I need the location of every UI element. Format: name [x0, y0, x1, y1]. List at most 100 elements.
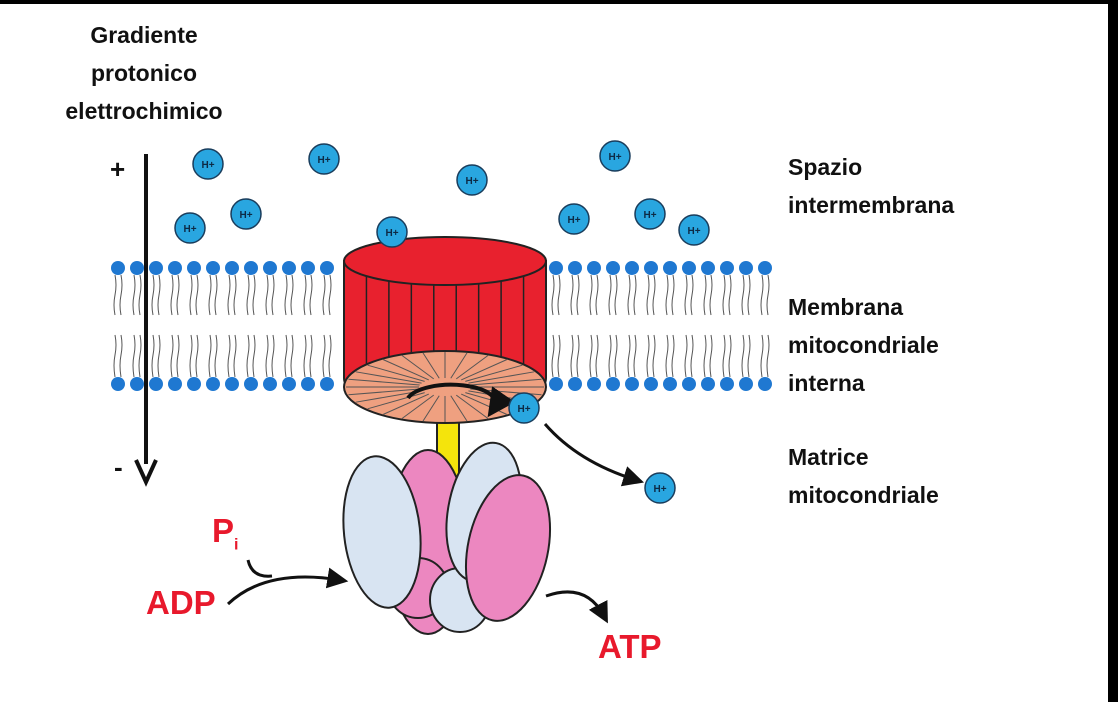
lipid-tail: [246, 274, 250, 316]
lipid-tail: [252, 274, 256, 316]
atp-output-arrow: [545, 590, 608, 624]
lipid-tail: [290, 334, 294, 378]
lipid-head: [682, 261, 696, 275]
lipid-tail: [189, 274, 193, 316]
lipid-tail: [557, 274, 561, 316]
lipid-head: [320, 261, 334, 275]
gradient-label-line3: elettrochimico: [65, 98, 223, 124]
lipid-tail: [766, 334, 770, 378]
lipid-tail: [633, 334, 637, 378]
rotor-base-spoke: [450, 395, 468, 422]
lipid-tail: [119, 274, 123, 316]
lipid-tail: [328, 274, 332, 316]
rotation-arrow: [406, 382, 516, 418]
lipid-tail: [747, 334, 751, 378]
lipid-head: [168, 377, 182, 391]
rotor-base-spoke: [348, 378, 420, 386]
lipid-tail: [646, 334, 650, 378]
lipid-tail: [608, 274, 612, 316]
adp-label: ADP: [146, 584, 216, 621]
rotor-base-spoke: [455, 355, 489, 380]
lipid-tail: [195, 274, 199, 316]
rotor-base-spoke: [355, 371, 422, 384]
lipid-tail: [627, 274, 631, 316]
lipid-tail: [176, 334, 180, 378]
lipid-head: [111, 377, 125, 391]
matrix-line2: mitocondriale: [788, 482, 939, 508]
lipid-tail: [132, 334, 136, 378]
lipid-tail: [265, 274, 269, 316]
lipid-tail: [138, 274, 142, 316]
lipid-tail: [271, 334, 275, 378]
lipid-head: [663, 377, 677, 391]
proton-label: H+: [385, 228, 398, 239]
lipid-tail: [132, 274, 136, 316]
lipid-tail: [151, 334, 155, 378]
lipid-head: [225, 261, 239, 275]
rotor-base-spoke: [401, 355, 435, 380]
lipid-tail: [608, 334, 612, 378]
lipid-head: [301, 261, 315, 275]
adp-input-arrow: [226, 567, 349, 606]
lipid-head: [549, 261, 563, 275]
lipid-tail: [157, 334, 161, 378]
rotor-base-spoke: [468, 371, 535, 384]
fo-rotor: [343, 236, 547, 424]
lipid-head: [149, 261, 163, 275]
lipid-head: [701, 261, 715, 275]
lipid-tail: [766, 274, 770, 316]
lipid-head: [587, 377, 601, 391]
lipid-head: [644, 377, 658, 391]
phosphate-symbol: P: [212, 512, 235, 549]
lipid-tail: [233, 334, 237, 378]
lipid-tail: [589, 274, 593, 316]
lipid-tail: [576, 334, 580, 378]
lipid-tail: [728, 274, 732, 316]
lipid-head: [663, 261, 677, 275]
lipid-head: [301, 377, 315, 391]
rotor-base-spoke: [367, 364, 425, 382]
lipid-tail: [703, 334, 707, 378]
lipid-tail: [303, 334, 307, 378]
lipid-tail: [271, 274, 275, 316]
lipid-head: [263, 377, 277, 391]
lipid-tail: [119, 334, 123, 378]
lipid-tail: [589, 334, 593, 378]
lipid-head: [225, 377, 239, 391]
lipid-tail: [652, 274, 656, 316]
lipid-tail: [614, 274, 618, 316]
lipid-tail: [747, 274, 751, 316]
lipid-tail: [189, 334, 193, 378]
lipid-head: [263, 261, 277, 275]
lipid-tail: [227, 334, 231, 378]
lipid-head: [720, 261, 734, 275]
proton-label: H+: [567, 215, 580, 226]
phosphate-label: Pi: [212, 512, 238, 555]
lipid-tail: [722, 274, 726, 316]
lipid-tail: [760, 334, 764, 378]
proton: H+: [634, 198, 666, 230]
rotor-base-spoke: [465, 364, 523, 382]
proton-label: H+: [465, 176, 478, 187]
lipid-tail: [214, 274, 218, 316]
matrix-label: Matrice mitocondriale: [788, 438, 939, 514]
lipid-tail: [665, 274, 669, 316]
rotor-base-spoke: [401, 394, 435, 419]
inner-membrane-line3: interna: [788, 370, 865, 396]
lipid-tail: [138, 334, 142, 378]
lipid-head: [606, 377, 620, 391]
rotor-base-spoke: [348, 388, 420, 396]
proton-label: H+: [239, 210, 252, 221]
lipid-tail: [252, 334, 256, 378]
atp-label: ATP: [598, 628, 662, 665]
lipid-head: [111, 261, 125, 275]
lipid-head: [720, 377, 734, 391]
lipid-tail: [309, 334, 313, 378]
intermembrane-space-line2: intermembrana: [788, 192, 955, 218]
proton: H+: [230, 198, 262, 230]
lipid-tail: [176, 274, 180, 316]
phosphate-input-arrow: [246, 559, 273, 578]
lipid-tail: [151, 274, 155, 316]
lipid-tail: [703, 274, 707, 316]
inner-membrane-line1: Membrana: [788, 294, 904, 320]
